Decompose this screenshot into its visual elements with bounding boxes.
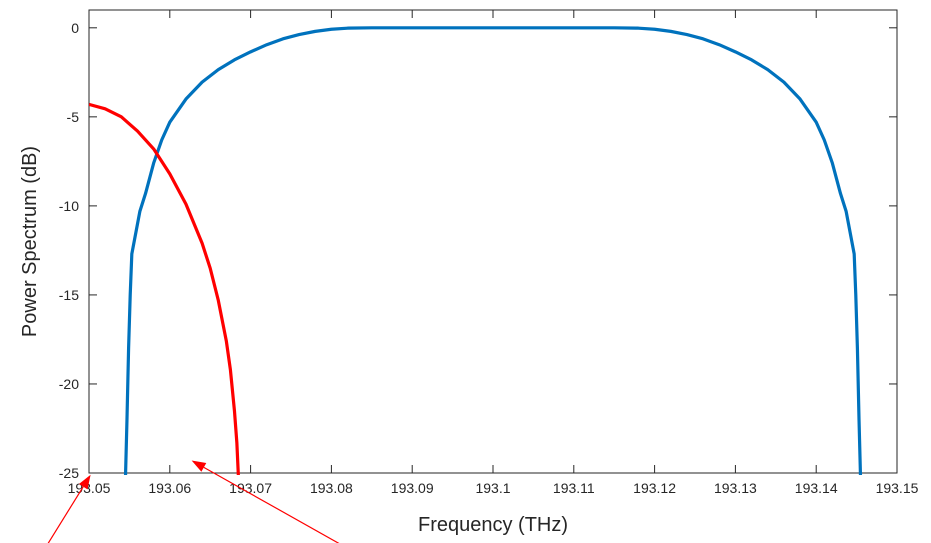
y-tick-label: -15 (59, 287, 79, 303)
x-tick-label: 193.13 (714, 480, 757, 496)
x-tick-label: 193.05 (68, 480, 111, 496)
axis-ticks: 193.05 193.06 193.07 193.08 193.09 193.1 193.1… (59, 10, 919, 496)
y-tick-label: 0 (71, 20, 79, 36)
x-tick-label: 193.11 (553, 480, 595, 496)
x-tick-label: 193.1 (475, 480, 510, 496)
y-tick-label: -20 (59, 376, 79, 392)
plot-area (88, 9, 898, 474)
data-series (89, 26, 863, 475)
annotation-arrow (191, 460, 340, 543)
x-tick-label: 193.09 (391, 480, 434, 496)
y-tick-label: -5 (67, 109, 80, 125)
annotation-arrow (47, 474, 91, 543)
x-tick-label: 193.06 (148, 480, 191, 496)
y-tick-label: -10 (59, 198, 79, 214)
x-tick-label: 193.15 (876, 480, 919, 496)
series-line-red (89, 102, 240, 475)
annotations (47, 460, 340, 543)
x-tick-label: 193.07 (229, 480, 272, 496)
y-tick-label: -25 (59, 465, 79, 481)
x-tick-label: 193.08 (310, 480, 353, 496)
x-tick-label: 193.14 (795, 480, 838, 496)
x-axis-label: Frequency (THz) (418, 514, 568, 536)
x-tick-label: 193.12 (633, 480, 676, 496)
y-axis-label: Power Spectrum (dB) (19, 146, 41, 337)
